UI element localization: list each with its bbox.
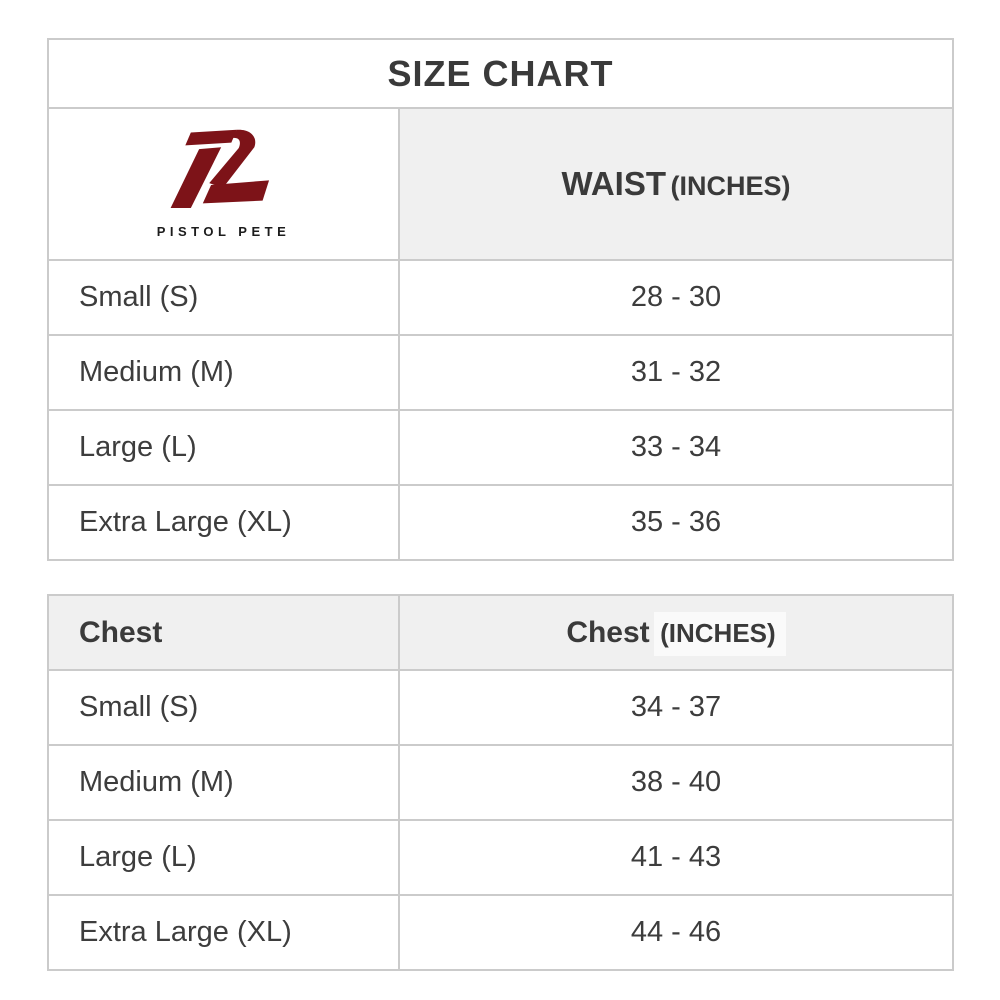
table-row: Small (S) 34 - 37	[47, 669, 954, 746]
size-value: 44 - 46	[398, 894, 954, 971]
page-title: SIZE CHART	[47, 38, 954, 109]
waist-column-header: WAIST (INCHES)	[398, 107, 954, 261]
pistol-pete-monogram-icon	[170, 129, 270, 208]
brand-name: PISTOL PETE	[156, 224, 291, 239]
size-chart-page: SIZE CHART PISTOL PETE	[47, 38, 1000, 971]
chest-size-table: Chest Chest (INCHES) Small (S) 34 - 37 M…	[47, 594, 954, 971]
chest-header-unit: (INCHES)	[654, 611, 786, 656]
chest-row-header: Chest	[47, 594, 400, 671]
size-label: Extra Large (XL)	[47, 484, 400, 561]
size-value: 41 - 43	[398, 819, 954, 896]
table-row: Chest Chest (INCHES)	[47, 594, 954, 671]
size-label: Medium (M)	[47, 334, 400, 411]
table-row: Large (L) 33 - 34	[47, 409, 954, 486]
size-value: 28 - 30	[398, 259, 954, 336]
size-value: 38 - 40	[398, 744, 954, 821]
brand-logo-cell: PISTOL PETE	[47, 107, 400, 261]
table-divider-gap	[47, 561, 1000, 594]
size-label: Small (S)	[47, 669, 400, 746]
size-value: 35 - 36	[398, 484, 954, 561]
waist-header-label: WAIST	[561, 165, 667, 202]
size-label: Extra Large (XL)	[47, 894, 400, 971]
table-row: Extra Large (XL) 35 - 36	[47, 484, 954, 561]
size-label: Large (L)	[47, 409, 400, 486]
chest-header-label: Chest	[566, 615, 650, 649]
size-value: 31 - 32	[398, 334, 954, 411]
table-row: SIZE CHART	[47, 38, 954, 109]
size-value: 33 - 34	[398, 409, 954, 486]
table-row: Medium (M) 38 - 40	[47, 744, 954, 821]
pistol-pete-logo: PISTOL PETE	[157, 127, 291, 239]
size-label: Small (S)	[47, 259, 400, 336]
table-row: Large (L) 41 - 43	[47, 819, 954, 896]
size-label: Medium (M)	[47, 744, 400, 821]
chest-column-header: Chest (INCHES)	[398, 594, 954, 671]
size-value: 34 - 37	[398, 669, 954, 746]
table-row: Small (S) 28 - 30	[47, 259, 954, 336]
table-row: PISTOL PETE WAIST (INCHES)	[47, 107, 954, 261]
waist-size-table: SIZE CHART PISTOL PETE	[47, 38, 954, 561]
waist-header-unit: (INCHES)	[670, 171, 791, 201]
table-row: Medium (M) 31 - 32	[47, 334, 954, 411]
size-label: Large (L)	[47, 819, 400, 896]
table-row: Extra Large (XL) 44 - 46	[47, 894, 954, 971]
